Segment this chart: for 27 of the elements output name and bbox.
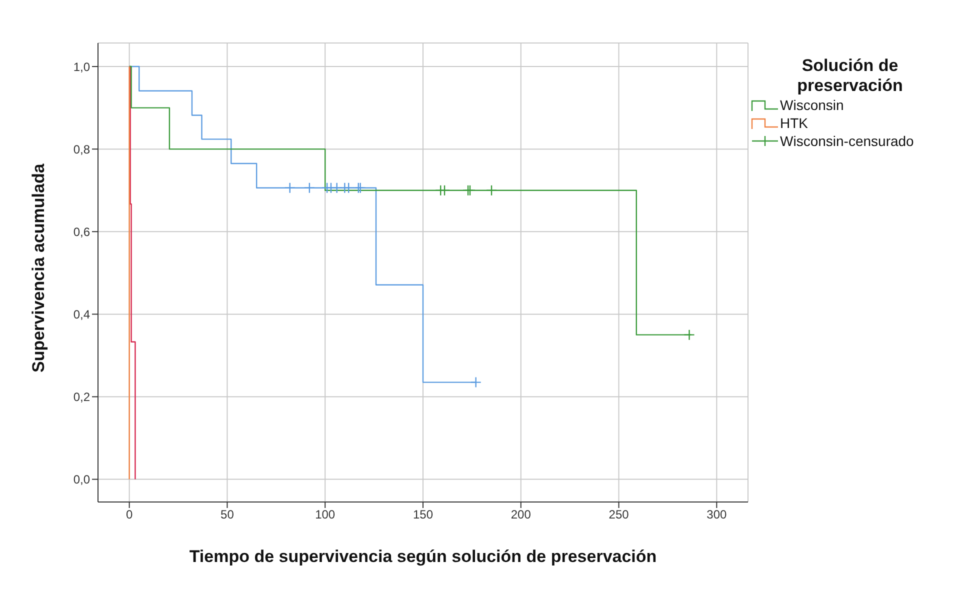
- y-tick-label: 0,0: [73, 472, 90, 487]
- point: [438, 184, 450, 196]
- legend-label: Wisconsin: [780, 97, 844, 113]
- point: [684, 329, 695, 340]
- point: [304, 182, 316, 194]
- x-tick-label: 250: [608, 508, 630, 522]
- point: [343, 182, 354, 194]
- legend-label: HTK: [780, 115, 808, 131]
- legend-label: Wisconsin-censurado: [780, 133, 914, 149]
- x-tick-label: 200: [510, 508, 532, 522]
- point: [284, 182, 296, 194]
- point: [331, 182, 342, 194]
- x-tick-label: 0: [126, 508, 133, 522]
- y-tick-label: 0,2: [73, 390, 90, 404]
- y-axis-title: Supervivencia acumulada: [29, 163, 48, 372]
- point: [470, 376, 482, 388]
- x-tick-label: 100: [315, 508, 336, 522]
- legend-title: Solución de preservación: [796, 56, 904, 96]
- y-tick-label: 0,6: [73, 224, 90, 239]
- y-tick-label: 1,0: [73, 60, 90, 74]
- x-axis-title: Tiempo de supervivencia según solución de preservación: [189, 547, 657, 566]
- x-tick-label: 150: [412, 508, 434, 522]
- point: [486, 184, 498, 196]
- y-tick-label: 0,8: [73, 142, 90, 156]
- y-tick-label: 0,4: [73, 307, 90, 322]
- x-tick-label: 300: [706, 508, 728, 522]
- x-tick-label: 50: [220, 508, 234, 522]
